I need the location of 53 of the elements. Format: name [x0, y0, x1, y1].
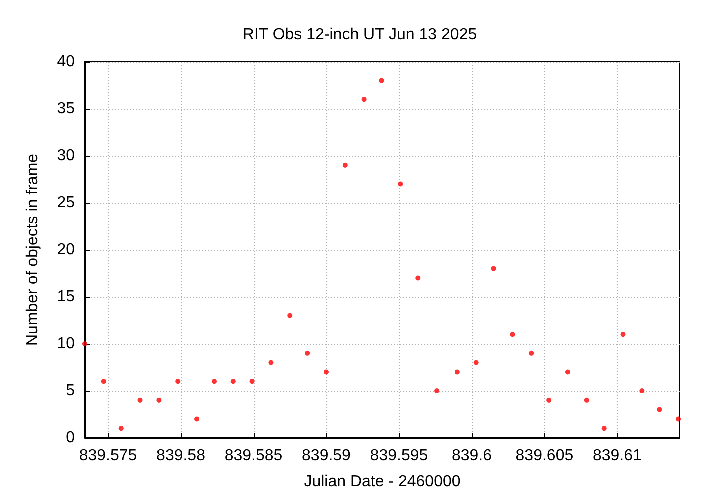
point: [305, 350, 310, 356]
y-tick-label: 0: [66, 430, 76, 446]
point: [324, 370, 329, 375]
point: [474, 360, 479, 366]
x-tick-label: 839.595: [370, 448, 428, 464]
point: [342, 162, 348, 168]
x-tick-label: 839.59: [302, 448, 352, 464]
y-tick-label: 5: [66, 382, 76, 400]
chart-title: RIT Obs 12-inch UT Jun 13 2025: [242, 26, 478, 44]
point: [230, 379, 236, 384]
point: [82, 342, 88, 346]
point: [176, 379, 181, 384]
point: [416, 276, 421, 281]
point: [676, 416, 682, 422]
x-tick-label: 839.6: [452, 448, 492, 464]
point: [118, 426, 124, 432]
y-axis-title: Number of objects in frame: [24, 154, 42, 346]
x-tick-label: 839.61: [592, 448, 642, 464]
point: [434, 388, 440, 394]
point: [565, 370, 570, 375]
point: [288, 313, 293, 318]
point: [620, 332, 626, 338]
y-tick-label: 20: [57, 242, 76, 258]
y-tick-label: 40: [57, 54, 76, 70]
y-tick-label: 35: [57, 100, 76, 118]
y-tick-label: 30: [57, 148, 76, 164]
point: [379, 78, 384, 84]
point: [250, 379, 255, 384]
point: [529, 350, 534, 356]
point: [362, 97, 367, 102]
point: [156, 398, 162, 403]
point: [194, 416, 200, 422]
point: [212, 379, 217, 384]
point: [138, 398, 143, 403]
point: [546, 398, 552, 403]
point: [510, 332, 516, 338]
x-tick-label: 839.605: [516, 448, 574, 464]
point: [657, 407, 662, 412]
point: [491, 266, 496, 272]
point: [602, 426, 607, 432]
y-tick-label: 10: [57, 336, 76, 352]
x-tick-label: 839.58: [156, 448, 206, 464]
point: [398, 182, 404, 187]
y-tick-label: 25: [57, 194, 76, 212]
point: [454, 370, 460, 375]
point: [268, 360, 274, 366]
point: [640, 388, 645, 394]
x-tick-label: 839.575: [79, 448, 138, 464]
y-tick-label: 15: [57, 288, 76, 306]
x-axis-title: Julian Date - 2460000: [304, 474, 461, 490]
point: [101, 379, 106, 384]
x-tick-label: 839.585: [224, 448, 283, 464]
point: [584, 398, 590, 403]
